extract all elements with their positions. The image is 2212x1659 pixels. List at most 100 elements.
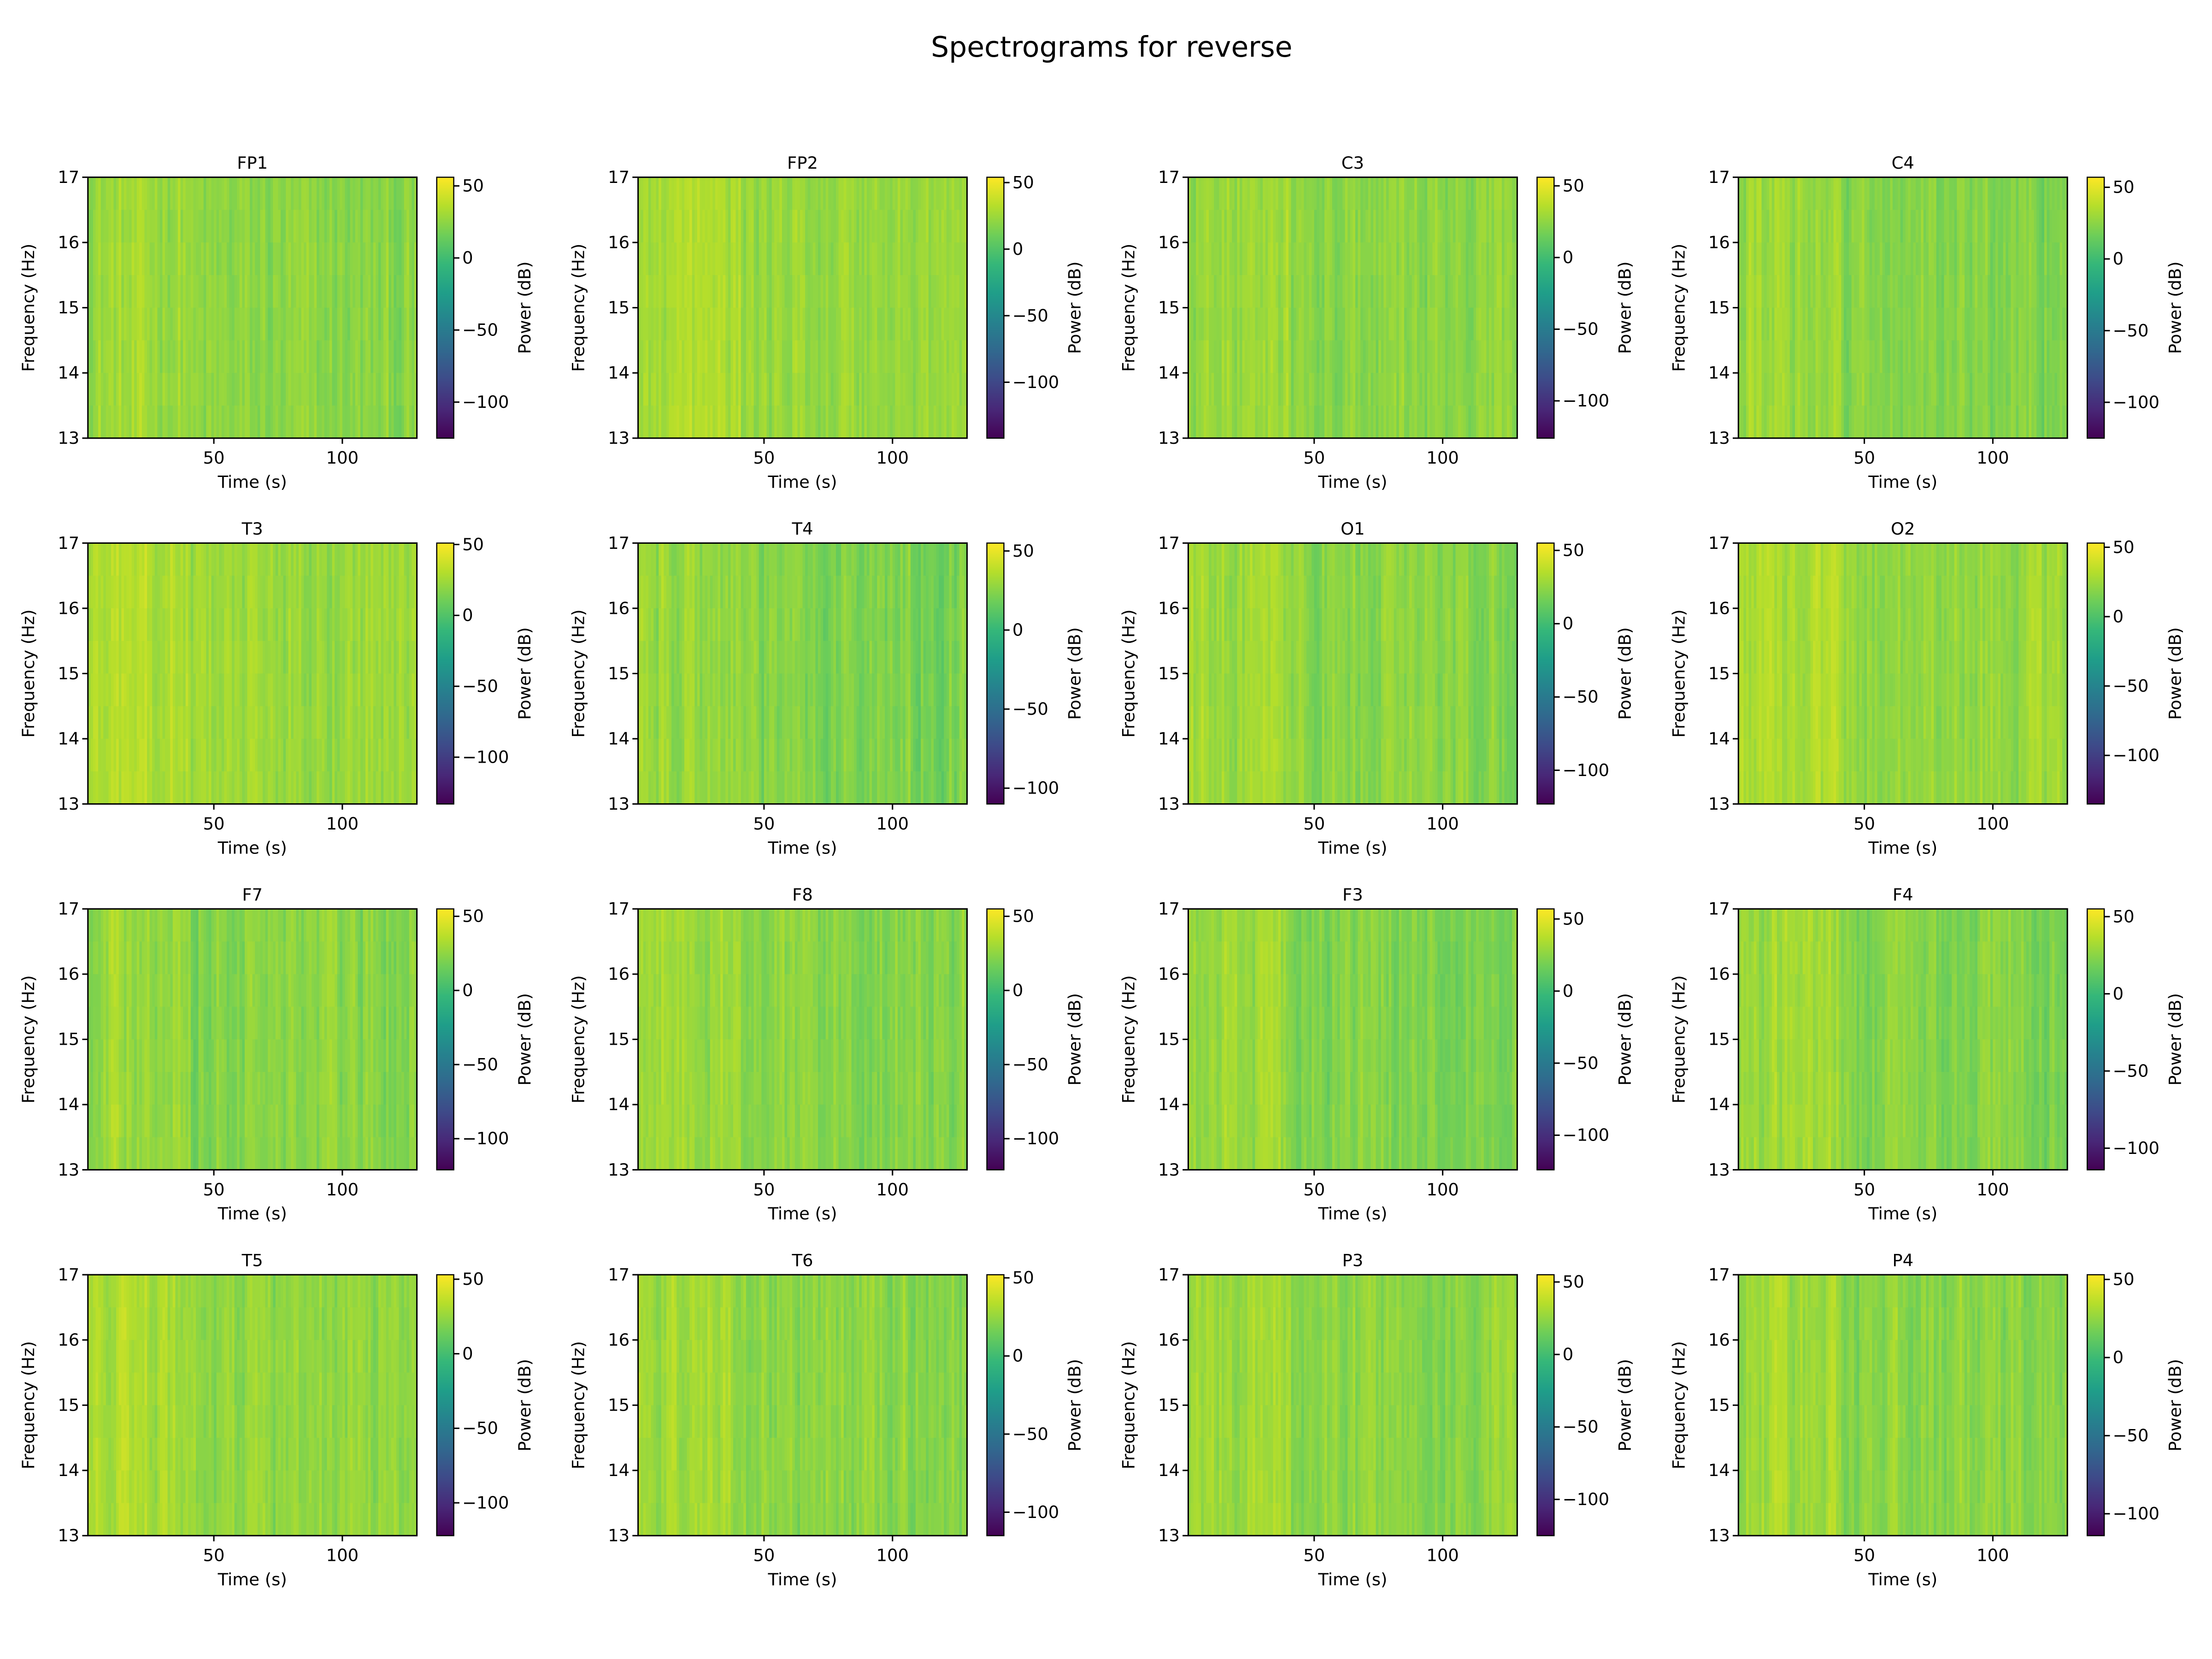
heatmap-cell — [345, 210, 348, 243]
heatmap-cell — [1507, 373, 1510, 406]
heatmap-cell — [916, 275, 919, 308]
heatmap-cell — [805, 308, 808, 341]
heatmap-cell — [664, 406, 666, 439]
heatmap-cell — [2031, 373, 2035, 406]
heatmap-cell — [1998, 242, 2001, 276]
heatmap-cell — [754, 210, 757, 243]
heatmap-cell — [1798, 373, 1801, 406]
heatmap-cell — [1826, 406, 1829, 439]
heatmap-cell — [383, 308, 387, 341]
heatmap-cell — [772, 177, 775, 211]
heatmap-cell — [168, 340, 171, 373]
heatmap-cell — [1388, 340, 1392, 373]
heatmap-cell — [296, 543, 300, 576]
heatmap-cell — [1206, 340, 1210, 373]
heatmap-cell — [1399, 373, 1402, 406]
heatmap-cell — [144, 275, 147, 308]
heatmap-cell — [335, 543, 338, 576]
heatmap-cell — [1340, 340, 1343, 373]
heatmap-cell — [692, 275, 695, 308]
heatmap-cell — [2013, 275, 2017, 308]
heatmap-cell — [805, 177, 808, 211]
heatmap-cell — [2031, 177, 2035, 211]
heatmap-cell — [345, 275, 348, 308]
heatmap-cell — [756, 373, 759, 406]
heatmap-cell — [1839, 340, 1842, 373]
heatmap-cell — [1445, 308, 1448, 341]
heatmap-cell — [191, 771, 194, 805]
heatmap-cell — [217, 406, 220, 439]
heatmap-cell — [188, 373, 191, 406]
heatmap-cell — [906, 242, 909, 276]
heatmap-cell — [1214, 373, 1217, 406]
heatmap-cell — [1888, 373, 1891, 406]
heatmap-cell — [211, 210, 214, 243]
heatmap-cell — [1476, 177, 1479, 211]
heatmap-cell — [653, 242, 657, 276]
heatmap-cell — [924, 275, 927, 308]
heatmap-cell — [766, 406, 770, 439]
heatmap-cell — [294, 706, 297, 739]
heatmap-cell — [201, 706, 204, 739]
heatmap-cell — [1255, 406, 1258, 439]
heatmap-cell — [1453, 308, 1456, 341]
heatmap-cell — [340, 210, 343, 243]
heatmap-cell — [1419, 210, 1423, 243]
heatmap-cell — [1468, 210, 1471, 243]
heatmap-cell — [1271, 275, 1274, 308]
heatmap-cell — [1754, 373, 1757, 406]
heatmap-cell — [317, 706, 320, 739]
heatmap-cell — [163, 373, 166, 406]
heatmap-cell — [777, 406, 780, 439]
heatmap-cell — [1741, 308, 1744, 341]
heatmap-cell — [852, 275, 855, 308]
heatmap-cell — [163, 210, 166, 243]
heatmap-cell — [1360, 242, 1363, 276]
heatmap-cell — [155, 739, 158, 772]
heatmap-cell — [1990, 210, 1994, 243]
heatmap-cell — [934, 406, 937, 439]
heatmap-cell — [777, 210, 780, 243]
heatmap-cell — [1494, 340, 1497, 373]
heatmap-cell — [1430, 373, 1433, 406]
heatmap-cell — [1242, 210, 1246, 243]
heatmap-cell — [1826, 373, 1829, 406]
heatmap-cell — [193, 576, 196, 609]
heatmap-cell — [779, 340, 782, 373]
heatmap-cell — [276, 608, 279, 641]
heatmap-cell — [787, 177, 790, 211]
heatmap-cell — [1957, 242, 1960, 276]
heatmap-cell — [2041, 177, 2045, 211]
heatmap-cell — [1461, 177, 1464, 211]
heatmap-cell — [119, 340, 122, 373]
heatmap-cell — [1409, 340, 1412, 373]
heatmap-cell — [160, 210, 163, 243]
heatmap-cell — [332, 608, 335, 641]
heatmap-cell — [1486, 275, 1489, 308]
heatmap-cell — [116, 674, 119, 707]
heatmap-cell — [1224, 275, 1227, 308]
heatmap-cell — [913, 177, 916, 211]
heatmap-cell — [1489, 242, 1492, 276]
heatmap-cell — [263, 242, 266, 276]
heatmap-cell — [1312, 373, 1315, 406]
heatmap-cell — [1954, 340, 1958, 373]
heatmap-cell — [306, 706, 310, 739]
heatmap-cell — [1859, 242, 1862, 276]
heatmap-cell — [761, 242, 764, 276]
heatmap-cell — [1764, 406, 1767, 439]
heatmap-cell — [1461, 406, 1464, 439]
heatmap-cell — [201, 373, 204, 406]
heatmap-cell — [1294, 210, 1296, 243]
heatmap-cell — [1839, 308, 1842, 341]
heatmap-cell — [1232, 210, 1235, 243]
heatmap-cell — [808, 308, 811, 341]
heatmap-cell — [304, 608, 307, 641]
heatmap-cell — [702, 242, 706, 276]
heatmap-cell — [677, 177, 679, 211]
heatmap-cell — [687, 308, 690, 341]
heatmap-cell — [1921, 308, 1924, 341]
heatmap-cell — [350, 308, 353, 341]
heatmap-cell — [661, 242, 664, 276]
heatmap-cell — [381, 340, 384, 373]
